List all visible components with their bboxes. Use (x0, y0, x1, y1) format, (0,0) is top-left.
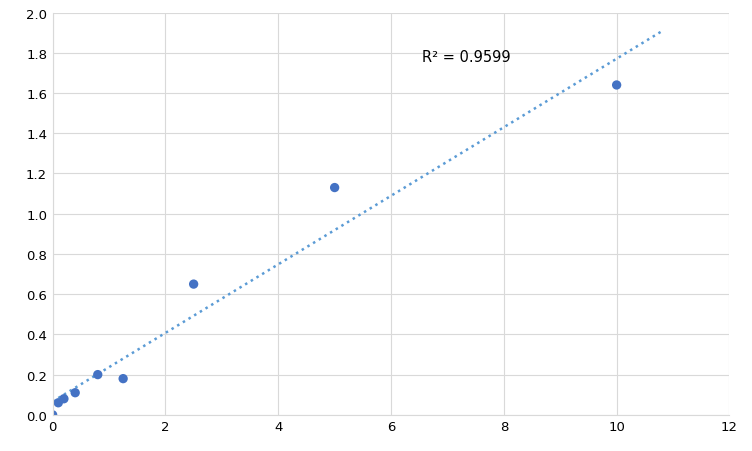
Text: R² = 0.9599: R² = 0.9599 (422, 50, 511, 64)
Point (58, 395, 70, 402)
Point (117, 375, 129, 382)
Point (187, 281, 199, 288)
Point (92, 371, 104, 378)
Point (47, 411, 59, 419)
Point (611, 82, 623, 89)
Point (53, 399, 65, 406)
Point (69, 389, 81, 396)
Point (329, 184, 341, 192)
